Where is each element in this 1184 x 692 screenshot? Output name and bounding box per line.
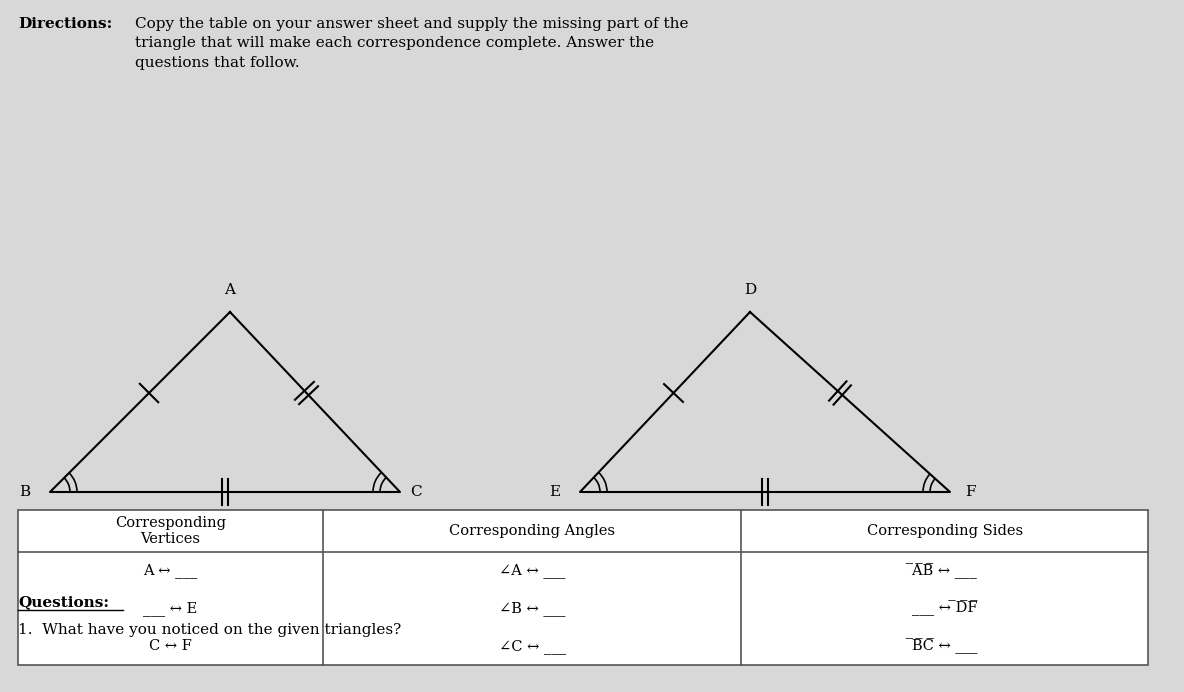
Text: E: E (549, 485, 560, 499)
Text: A ↔ ___: A ↔ ___ (143, 563, 198, 579)
Text: Directions:: Directions: (18, 17, 112, 31)
Text: 1.  What have you noticed on the given triangles?: 1. What have you noticed on the given tr… (18, 623, 401, 637)
Text: ∠C ↔ ___: ∠C ↔ ___ (498, 639, 566, 654)
Text: Questions:: Questions: (18, 595, 109, 609)
Text: F: F (965, 485, 976, 499)
Bar (18, 510, 1148, 665)
Text: ___ ↔ ̅D̅F̅: ___ ↔ ̅D̅F̅ (912, 601, 977, 617)
Text: A: A (225, 283, 236, 297)
Text: Corresponding
Vertices: Corresponding Vertices (115, 516, 226, 546)
Text: C: C (410, 485, 422, 499)
Text: ̅B̅C̅ ↔ ___: ̅B̅C̅ ↔ ___ (912, 638, 977, 654)
Text: ∠B ↔ ___: ∠B ↔ ___ (498, 601, 566, 616)
Text: C ↔ F: C ↔ F (149, 639, 192, 653)
Text: B: B (19, 485, 30, 499)
Text: Corresponding Angles: Corresponding Angles (449, 524, 616, 538)
Text: Corresponding Sides: Corresponding Sides (867, 524, 1023, 538)
Text: ___ ↔ E: ___ ↔ E (143, 601, 198, 616)
Text: ∠A ↔ ___: ∠A ↔ ___ (498, 563, 566, 579)
Text: Copy the table on your answer sheet and supply the missing part of the
triangle : Copy the table on your answer sheet and … (135, 17, 689, 70)
Text: D: D (744, 283, 757, 297)
Text: ̅A̅B̅ ↔ ___: ̅A̅B̅ ↔ ___ (912, 563, 977, 579)
